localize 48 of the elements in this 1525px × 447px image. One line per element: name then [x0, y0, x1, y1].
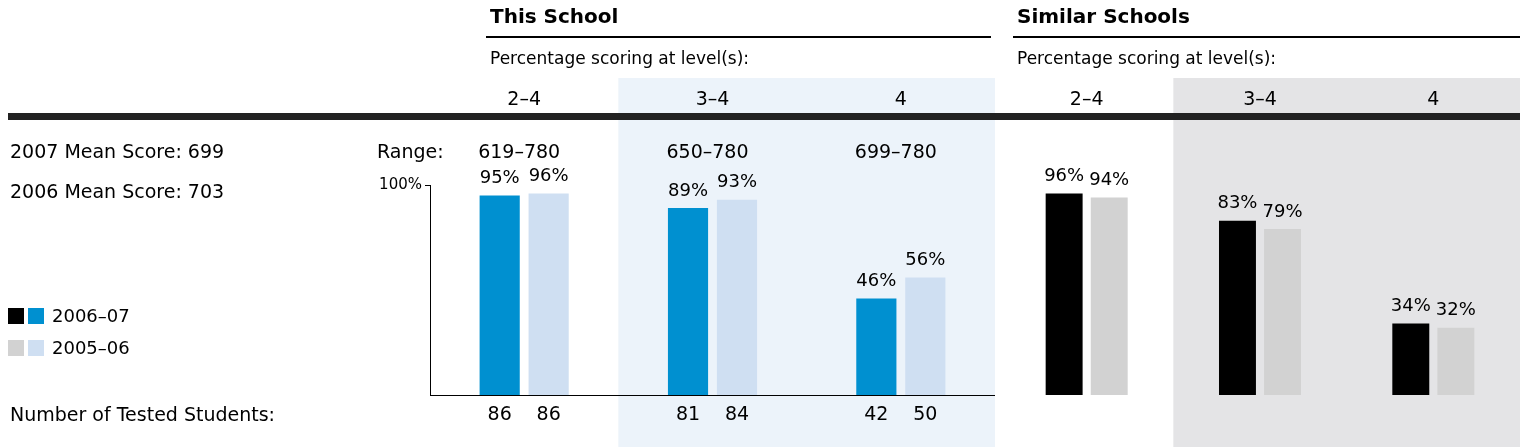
data-label: 34%: [1390, 294, 1431, 316]
bar: [716, 199, 758, 395]
chart-title: This School: [490, 4, 619, 28]
chart-subtitle: Percentage scoring at level(s):: [490, 48, 750, 68]
text: 50: [913, 401, 938, 424]
bar: [1392, 323, 1430, 395]
legend-label: 2006–07: [52, 304, 130, 326]
text: 619–780: [478, 139, 561, 162]
data-label: 94%: [1089, 168, 1130, 190]
bar: [905, 277, 946, 395]
y-tick-label: 100%: [379, 174, 422, 193]
x-tick-label: 4: [1427, 86, 1440, 109]
text: 650–780: [666, 139, 749, 162]
x-tick-label: 2–4: [1069, 86, 1104, 109]
data-label: 83%: [1217, 191, 1258, 213]
data-label: 56%: [905, 248, 946, 270]
x-tick-label: 3–4: [1243, 86, 1277, 109]
text: 699–780: [854, 139, 937, 162]
data-label: 96%: [528, 164, 569, 186]
bar: [667, 208, 709, 395]
data-label: 96%: [1044, 164, 1085, 186]
chart-title: Similar Schools: [1017, 4, 1190, 28]
text: Number of Tested Students:: [10, 403, 276, 425]
data-label: 79%: [1262, 199, 1303, 221]
x-tick-label: 4: [894, 86, 907, 109]
text: 2006 Mean Score: 703: [10, 180, 225, 202]
x-tick-label: 3–4: [695, 86, 730, 109]
bar: [1090, 197, 1128, 395]
bar: [479, 195, 520, 395]
data-label: 95%: [479, 166, 520, 188]
legend-label: 2005–06: [52, 336, 130, 358]
bar: [1218, 220, 1256, 395]
text: 42: [864, 401, 889, 424]
text: 86: [536, 401, 561, 424]
data-label: 46%: [856, 269, 897, 291]
data-label: 32%: [1435, 298, 1476, 320]
text: 2007 Mean Score: 699: [10, 140, 225, 162]
text: 84: [724, 401, 750, 424]
text: Range:: [377, 140, 444, 162]
bar: [1045, 193, 1083, 395]
chart-subtitle: Percentage scoring at level(s):: [1017, 48, 1277, 68]
data-label: 89%: [668, 178, 709, 200]
text: 81: [675, 401, 701, 424]
bar: [528, 193, 569, 395]
bar: [856, 298, 897, 395]
x-tick-label: 2–4: [507, 86, 542, 109]
data-label: 93%: [716, 170, 757, 192]
text: 86: [487, 401, 512, 424]
